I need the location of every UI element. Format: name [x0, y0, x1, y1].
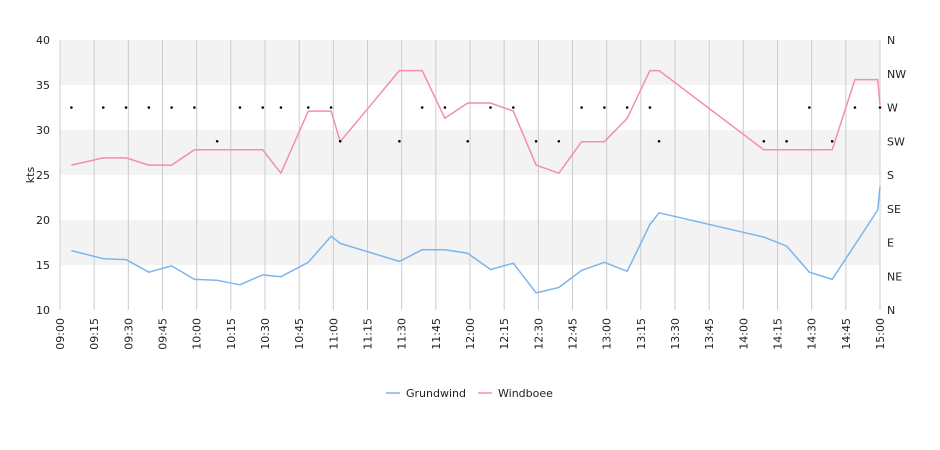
direction-dot: [785, 139, 788, 143]
x-tick-label: 10:30: [259, 318, 272, 350]
direction-dot: [557, 139, 561, 143]
x-tick-label: 10:45: [293, 318, 306, 350]
x-tick-label: 13:30: [669, 318, 682, 350]
direction-dot: [215, 139, 219, 143]
legend-item-grundwind: Grundwind: [406, 387, 466, 400]
x-tick-label: 09:45: [157, 318, 170, 350]
direction-tick-label: N: [887, 304, 895, 317]
legend: Grundwind Windboee: [386, 387, 553, 400]
x-tick-label: 09:00: [54, 318, 67, 350]
direction-tick-label: N: [887, 34, 895, 47]
direction-dot: [306, 106, 310, 109]
direction-dot: [329, 106, 333, 109]
direction-dot: [466, 139, 470, 143]
y-tick-label: 25: [36, 169, 50, 182]
x-tick-label: 12:00: [464, 318, 477, 350]
x-tick-label: 10:00: [191, 318, 204, 350]
direction-dot: [580, 106, 583, 109]
direction-dot: [648, 106, 652, 109]
y-tick-label: 10: [36, 304, 50, 317]
direction-dot: [101, 106, 105, 109]
direction-dot: [534, 139, 538, 143]
series-lines: [71, 69, 881, 294]
direction-axis-ticks: N NE E SE S SW W NW N: [887, 34, 906, 317]
x-tick-label: 11:00: [327, 318, 340, 350]
x-tick-label: 15:00: [874, 318, 887, 350]
y-tick-label: 20: [36, 214, 50, 227]
x-tick-label: 14:45: [840, 318, 853, 350]
direction-markers: [70, 106, 882, 143]
direction-tick-label: NE: [887, 270, 902, 283]
y-tick-label: 40: [36, 34, 50, 47]
direction-dot: [70, 106, 73, 109]
direction-dot: [147, 106, 151, 109]
direction-tick-label: SW: [887, 135, 905, 148]
direction-dot: [762, 139, 766, 143]
direction-dot: [511, 106, 515, 109]
x-tick-label: 14:30: [806, 318, 819, 350]
x-tick-label: 09:15: [88, 318, 101, 350]
direction-dot: [261, 106, 265, 109]
y-tick-label: 15: [36, 259, 50, 272]
x-tick-label: 09:30: [122, 318, 135, 350]
direction-tick-label: SE: [887, 203, 901, 216]
x-tick-label: 13:45: [703, 318, 716, 350]
direction-tick-label: S: [887, 169, 894, 182]
x-tick-label: 13:00: [601, 318, 614, 350]
x-tick-label: 12:30: [532, 318, 545, 350]
series-line-grundwind: [71, 186, 881, 294]
direction-tick-label: NW: [887, 68, 906, 81]
y-tick-label: 30: [36, 124, 50, 137]
y-axis-ticks: 10 15 20 25 30 35 40: [36, 34, 50, 317]
direction-dot: [193, 106, 196, 109]
direction-dot: [238, 106, 242, 109]
x-tick-label: 14:15: [772, 318, 785, 350]
x-tick-label: 14:00: [737, 318, 750, 350]
x-tick-label: 12:45: [567, 318, 580, 350]
x-tick-label: 13:15: [635, 318, 648, 350]
direction-dot: [443, 106, 447, 109]
direction-tick-label: W: [887, 102, 898, 115]
direction-dot: [853, 106, 857, 109]
y-tick-label: 35: [36, 79, 50, 92]
x-tick-label: 11:45: [430, 318, 443, 350]
x-tick-label: 11:15: [362, 318, 375, 350]
vertical-gridlines: [59, 40, 881, 310]
legend-item-windboee: Windboee: [498, 387, 553, 400]
direction-dot: [808, 106, 811, 109]
series-line-windboee: [71, 69, 881, 174]
direction-dot: [398, 139, 401, 143]
direction-dot: [603, 106, 606, 109]
direction-dot: [830, 139, 834, 143]
y-axis-label: kts: [24, 167, 37, 184]
direction-dot: [878, 106, 882, 109]
x-axis-ticks: 09:00 09:15 09:30 09:45 10:00 10:15 10:30 10:45…: [54, 318, 887, 350]
direction-dot: [170, 106, 173, 109]
direction-dot: [338, 139, 342, 143]
direction-dot: [625, 106, 629, 109]
direction-dot: [657, 139, 661, 143]
direction-dot: [124, 106, 128, 109]
direction-dot: [420, 106, 424, 109]
direction-dot: [279, 106, 283, 109]
x-tick-label: 12:15: [498, 318, 511, 350]
x-tick-label: 10:15: [225, 318, 238, 350]
direction-tick-label: E: [887, 237, 894, 250]
direction-dot: [489, 106, 492, 109]
x-tick-label: 11:30: [396, 318, 409, 350]
